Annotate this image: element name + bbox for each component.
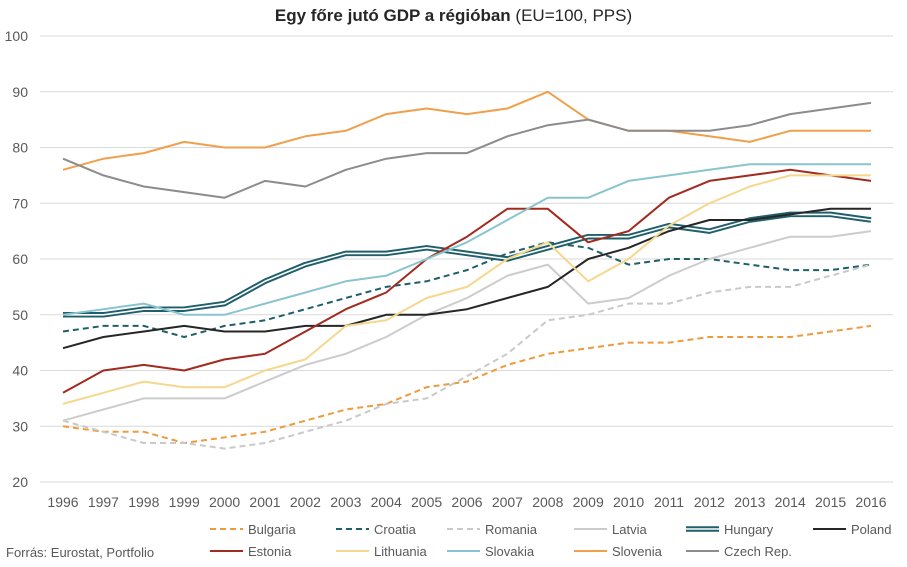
legend: Bulgaria Croatia Romania Latvia Hungary Polan…: [210, 522, 891, 559]
x-tick-label: 2000: [209, 494, 240, 510]
series-slovakia: [62, 163, 871, 316]
x-tick-label: 2015: [815, 494, 846, 510]
x-tick-label: 2003: [330, 494, 361, 510]
legend-label: Lithuania: [374, 544, 428, 559]
x-tick-label: 2002: [290, 494, 321, 510]
legend-label: Czech Rep.: [724, 544, 792, 559]
legend-item: Latvia: [574, 522, 647, 537]
series-latvia: [62, 230, 872, 422]
y-tick-label: 80: [12, 140, 28, 156]
x-tick-label: 1996: [47, 494, 78, 510]
gridlines: [40, 35, 893, 483]
series-estonia: [62, 168, 872, 394]
series-line: [62, 163, 871, 316]
series-line: [62, 230, 872, 422]
x-tick-label: 2004: [371, 494, 402, 510]
y-tick-label: 60: [12, 251, 28, 267]
y-tick-label: 70: [12, 195, 28, 211]
legend-label: Romania: [485, 522, 538, 537]
series-czech-rep: [62, 101, 872, 199]
y-tick-label: 20: [12, 474, 28, 490]
legend-label: Bulgaria: [248, 522, 296, 537]
legend-label: Hungary: [724, 522, 774, 537]
legend-item: Croatia: [336, 522, 417, 537]
chart-title: Egy főre jutó GDP a régióban (EU=100, PP…: [0, 6, 907, 26]
series-hungary: [63, 211, 872, 318]
x-tick-label: 2005: [411, 494, 442, 510]
x-tick-label: 2006: [451, 494, 482, 510]
series-slovenia: [62, 90, 871, 171]
x-tick-label: 2014: [775, 494, 806, 510]
y-tick-label: 90: [12, 84, 28, 100]
series-lines: [62, 90, 872, 450]
x-tick-label: 1997: [88, 494, 119, 510]
legend-label: Slovakia: [485, 544, 535, 559]
legend-label: Estonia: [248, 544, 292, 559]
legend-label: Latvia: [612, 522, 647, 537]
x-tick-label: 2013: [734, 494, 765, 510]
series-line: [62, 90, 871, 171]
y-tick-label: 50: [12, 307, 28, 323]
x-tick-label: 2008: [532, 494, 563, 510]
legend-item: Czech Rep.: [686, 544, 792, 559]
chart-title-suffix: (EU=100, PPS): [510, 6, 633, 25]
series-line: [62, 324, 872, 444]
series-lithuania: [62, 174, 871, 405]
series-line: [62, 101, 872, 199]
legend-item: Slovakia: [447, 544, 535, 559]
series-line: [62, 263, 872, 450]
y-tick-label: 40: [12, 363, 28, 379]
series-line: [62, 168, 872, 394]
legend-item: Slovenia: [574, 544, 663, 559]
series-line-inner: [63, 213, 872, 316]
series-line: [62, 207, 871, 350]
x-tick-label: 2009: [573, 494, 604, 510]
chart-title-main: Egy főre jutó GDP a régióban: [274, 6, 511, 25]
x-tick-label: 2010: [613, 494, 644, 510]
series-line: [62, 241, 872, 338]
x-tick-label: 2016: [855, 494, 886, 510]
y-axis-ticks: 20 30 40 50 60 70 80 90 100: [5, 28, 29, 490]
y-tick-label: 30: [12, 418, 28, 434]
legend-item: Hungary: [686, 522, 774, 537]
series-poland: [62, 207, 871, 350]
x-tick-label: 2011: [654, 494, 684, 510]
legend-item: Estonia: [210, 544, 292, 559]
legend-item: Romania: [447, 522, 538, 537]
series-croatia: [62, 241, 872, 338]
series-line-outer: [63, 211, 872, 318]
legend-item: Bulgaria: [210, 522, 296, 537]
x-axis-ticks: 1996 1997 1998 1999 2000 2001 2002 2003 2004 2005…: [47, 494, 886, 510]
source-note: Forrás: Eurostat, Portfolio: [6, 545, 155, 560]
series-romania: [62, 263, 872, 450]
legend-item: Poland: [813, 522, 891, 537]
x-tick-label: 2001: [249, 494, 280, 510]
series-line: [62, 174, 871, 405]
legend-label: Croatia: [374, 522, 417, 537]
x-tick-label: 1999: [169, 494, 200, 510]
x-tick-label: 1998: [128, 494, 159, 510]
series-bulgaria: [62, 324, 872, 444]
legend-label: Poland: [851, 522, 891, 537]
x-tick-label: 2012: [694, 494, 725, 510]
x-tick-label: 2007: [492, 494, 523, 510]
legend-label: Slovenia: [612, 544, 663, 559]
legend-item: Lithuania: [336, 544, 428, 559]
y-tick-label: 100: [5, 28, 29, 44]
